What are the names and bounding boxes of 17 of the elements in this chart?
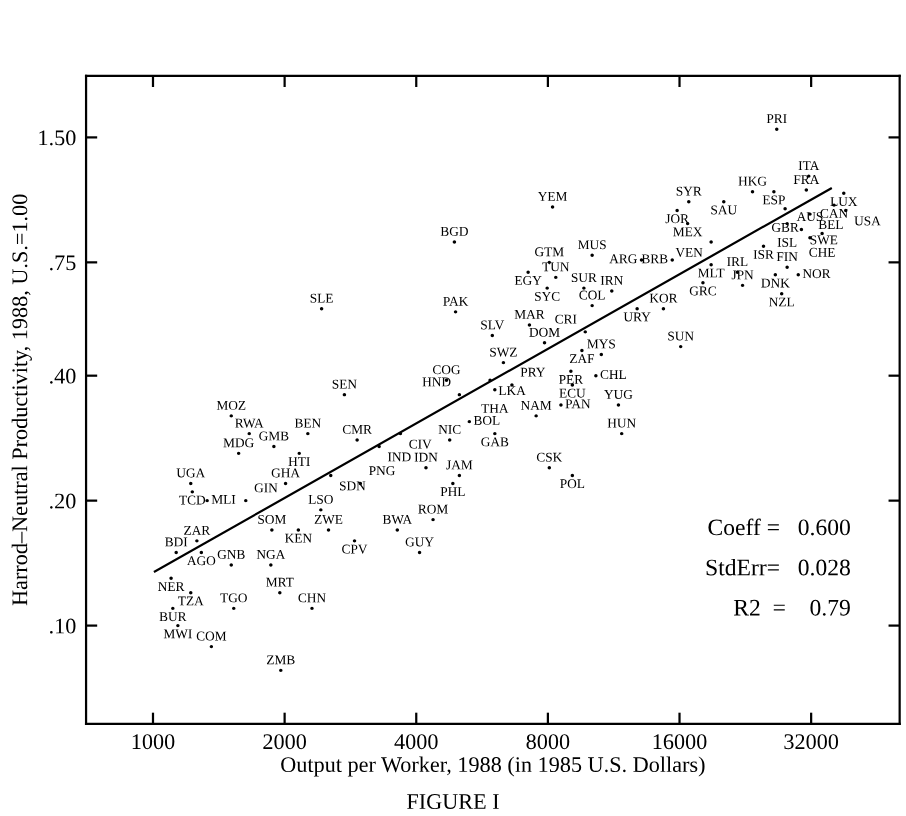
annotation: Coeff = 0.600 bbox=[708, 518, 850, 536]
x-tick-label: 16000 bbox=[653, 734, 707, 750]
y-tick-label: .10 bbox=[50, 618, 76, 634]
x-axis-title: Output per Worker, 1988 (in 1985 U.S. Dollars) bbox=[281, 756, 705, 777]
y-axis-title: Harrod–Neutral Productivity, 1988, U.S.=1.00 bbox=[11, 194, 32, 606]
x-tick-label: 1000 bbox=[132, 734, 175, 750]
annotation: R2 = 0.79 bbox=[733, 599, 850, 616]
y-tick-label: 1.50 bbox=[39, 130, 76, 146]
y-tick-label: .75 bbox=[50, 255, 76, 271]
y-tick-label: .20 bbox=[50, 493, 76, 509]
text: FIGURE I bbox=[407, 794, 499, 810]
x-tick-label: 2000 bbox=[263, 734, 306, 750]
y-tick-label: .40 bbox=[50, 368, 76, 384]
x-tick-label: 8000 bbox=[526, 734, 570, 750]
x-tick-label: 32000 bbox=[784, 734, 839, 750]
annotation: StdErr= 0.028 bbox=[706, 558, 850, 576]
x-tick-label: 4000 bbox=[394, 734, 438, 750]
